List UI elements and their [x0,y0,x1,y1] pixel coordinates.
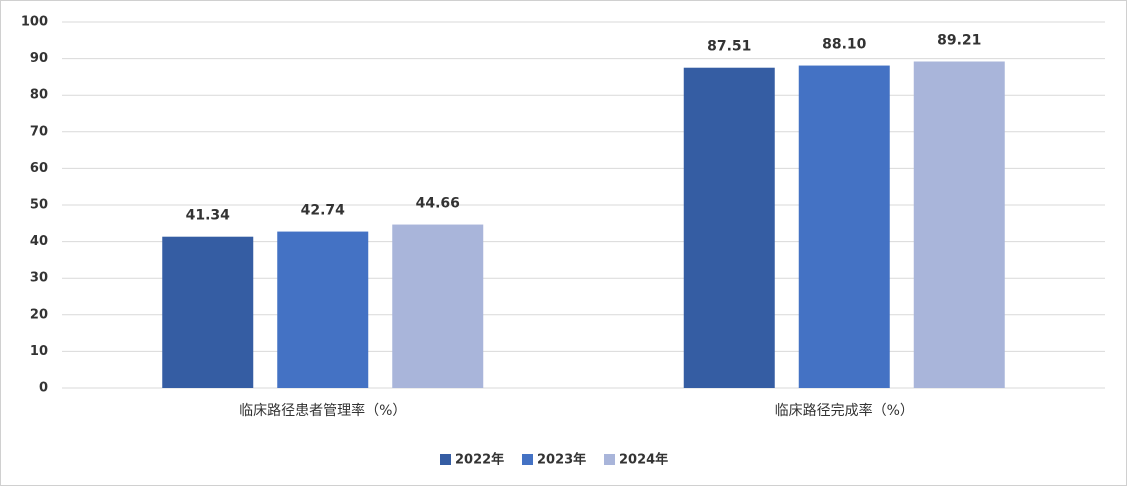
value-label: 88.10 [822,37,867,53]
y-tick-label: 80 [30,88,48,103]
legend-swatch [440,454,451,465]
y-tick-label: 10 [30,344,48,359]
bar [683,67,775,388]
legend-swatch [522,454,533,465]
legend-label: 2024年 [619,452,668,468]
y-tick-label: 40 [30,234,48,249]
legend-swatch [604,454,615,465]
x-tick-label: 临床路径患者管理率（%） [239,402,406,419]
y-tick-label: 70 [30,124,48,139]
legend-label: 2023年 [537,452,586,468]
bar [162,236,254,388]
value-label: 44.66 [416,196,460,212]
bar [277,231,369,388]
bar [798,65,890,388]
y-tick-label: 30 [30,271,48,286]
legend-label: 2022年 [455,452,504,468]
bar [392,224,484,388]
y-tick-label: 100 [21,15,48,30]
y-tick-label: 60 [30,161,48,176]
value-label: 87.51 [707,39,751,55]
value-label: 41.34 [186,208,231,224]
y-tick-label: 50 [30,198,48,213]
value-label: 42.74 [301,203,346,219]
x-tick-label: 临床路径完成率（%） [775,402,914,419]
y-tick-label: 90 [30,51,48,66]
y-tick-label: 0 [39,381,48,396]
value-label: 89.21 [937,32,981,48]
bar [913,61,1005,389]
y-tick-label: 20 [30,307,48,322]
